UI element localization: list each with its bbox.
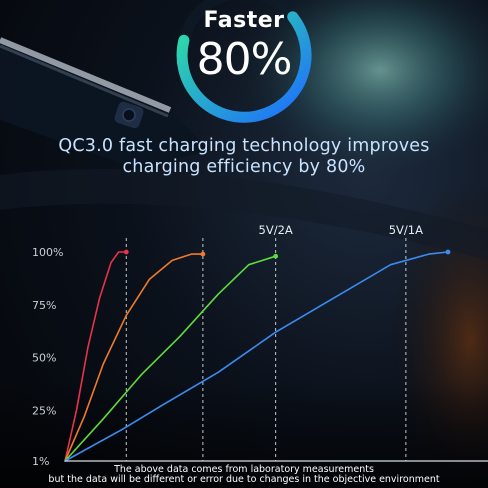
y-tick-label: 25% <box>32 404 56 417</box>
series-endpoint-0 <box>123 249 129 255</box>
time-markers <box>125 238 407 461</box>
phone-image <box>0 37 210 170</box>
y-tick-label: 50% <box>32 352 56 365</box>
footnote-line-2: but the data will be different or error … <box>48 474 440 485</box>
series-line-1 <box>64 253 204 462</box>
headline: QC3.0 fast charging technology improves … <box>0 136 488 178</box>
footnote-line-1: The above data comes from laboratory mea… <box>114 464 374 475</box>
footnote: The above data comes from laboratory mea… <box>0 465 488 485</box>
series-line-0 <box>64 251 128 462</box>
series-line-3 <box>64 251 449 462</box>
headline-line-2: charging efficiency by 80% <box>122 157 366 177</box>
chart-annotations: 5V/2A 5V/1A <box>259 223 424 237</box>
y-tick-label: 1% <box>32 455 49 468</box>
badge-value: 80% <box>196 34 293 85</box>
series-endpoint-1 <box>200 251 206 257</box>
series-line-2 <box>64 255 277 462</box>
annotation-label-1: 5V/1A <box>389 223 423 237</box>
y-axis-ticks: 1% 25% 50% 75% 100% <box>32 246 63 468</box>
water-splash <box>230 0 488 180</box>
badge-title: Faster <box>203 8 285 33</box>
series-endpoint-3 <box>445 249 451 255</box>
series-endpoint-2 <box>273 253 279 259</box>
headline-line-1: QC3.0 fast charging technology improves <box>58 136 430 156</box>
progress-ring <box>176 0 312 123</box>
annotation-label-0: 5V/2A <box>259 223 293 237</box>
series-lines <box>64 249 451 462</box>
y-tick-label: 100% <box>32 246 63 259</box>
y-tick-label: 75% <box>32 299 56 312</box>
